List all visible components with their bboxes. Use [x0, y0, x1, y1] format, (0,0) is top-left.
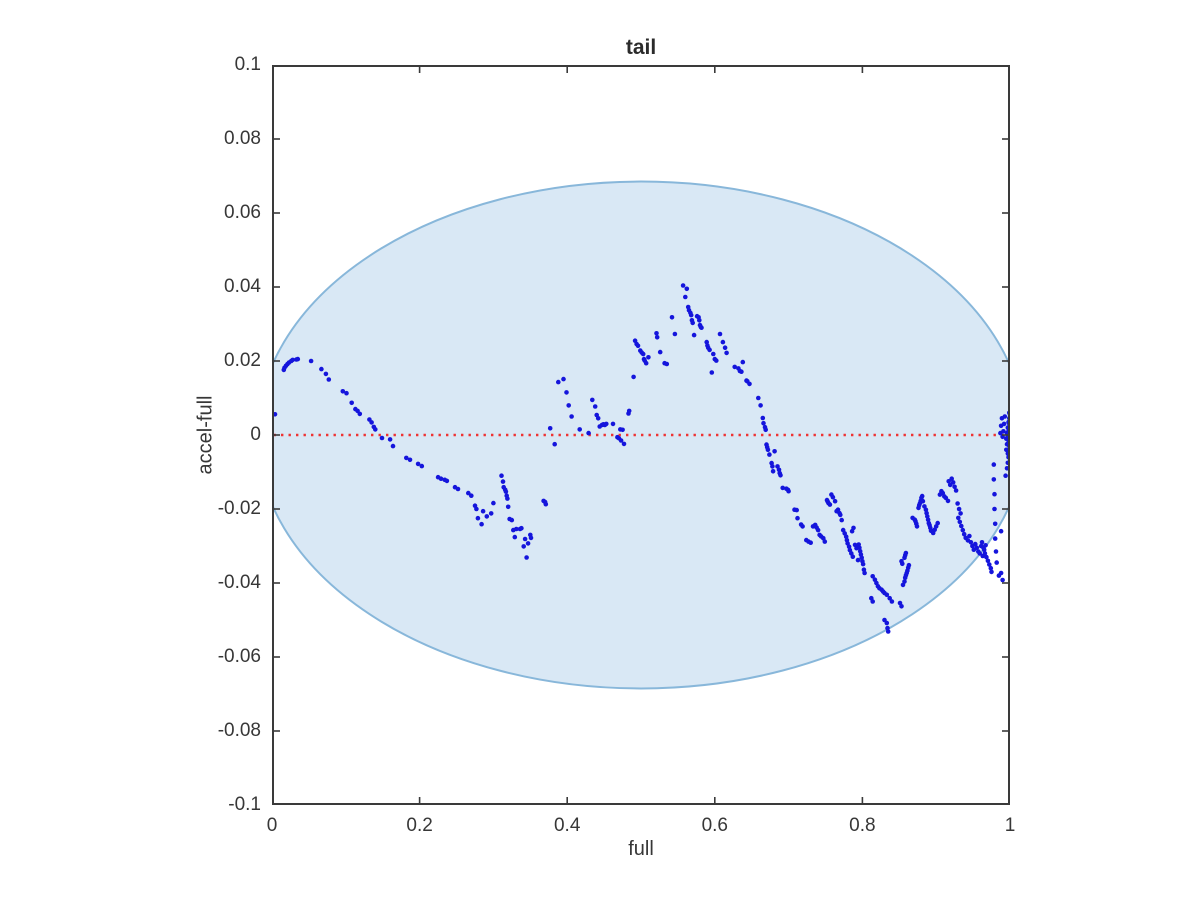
y-tick-label: -0.1	[228, 794, 261, 815]
y-tick-label: 0.06	[224, 202, 261, 223]
x-tick-label: 0.2	[406, 815, 433, 836]
y-tick-label: 0.1	[234, 54, 261, 75]
x-tick-label: 0.4	[553, 815, 581, 836]
y-tick-label: 0	[250, 424, 261, 445]
y-tick-label: 0.08	[224, 128, 261, 149]
x-tick-label: 0	[266, 815, 278, 836]
x-tick-label: 0.8	[849, 815, 876, 836]
plot-canvas	[272, 65, 1010, 805]
y-tick-label: -0.08	[217, 720, 261, 741]
plot-area[interactable]	[272, 65, 1010, 805]
axes-box	[272, 65, 1010, 805]
y-tick-label: -0.04	[217, 572, 261, 593]
y-tick-label: 0.02	[224, 350, 261, 371]
y-tick-label: -0.06	[217, 646, 261, 667]
y-tick-label: -0.02	[217, 498, 261, 519]
x-axis-label: full	[628, 838, 654, 860]
y-tick-label: 0.04	[224, 276, 261, 297]
accel-full-residuals	[272, 283, 1010, 634]
x-tick-label: 0.6	[701, 815, 729, 836]
x-tick-label: 1	[1004, 815, 1016, 836]
y-axis-label: accel-full	[194, 395, 217, 475]
plot-title: tail	[625, 36, 657, 59]
